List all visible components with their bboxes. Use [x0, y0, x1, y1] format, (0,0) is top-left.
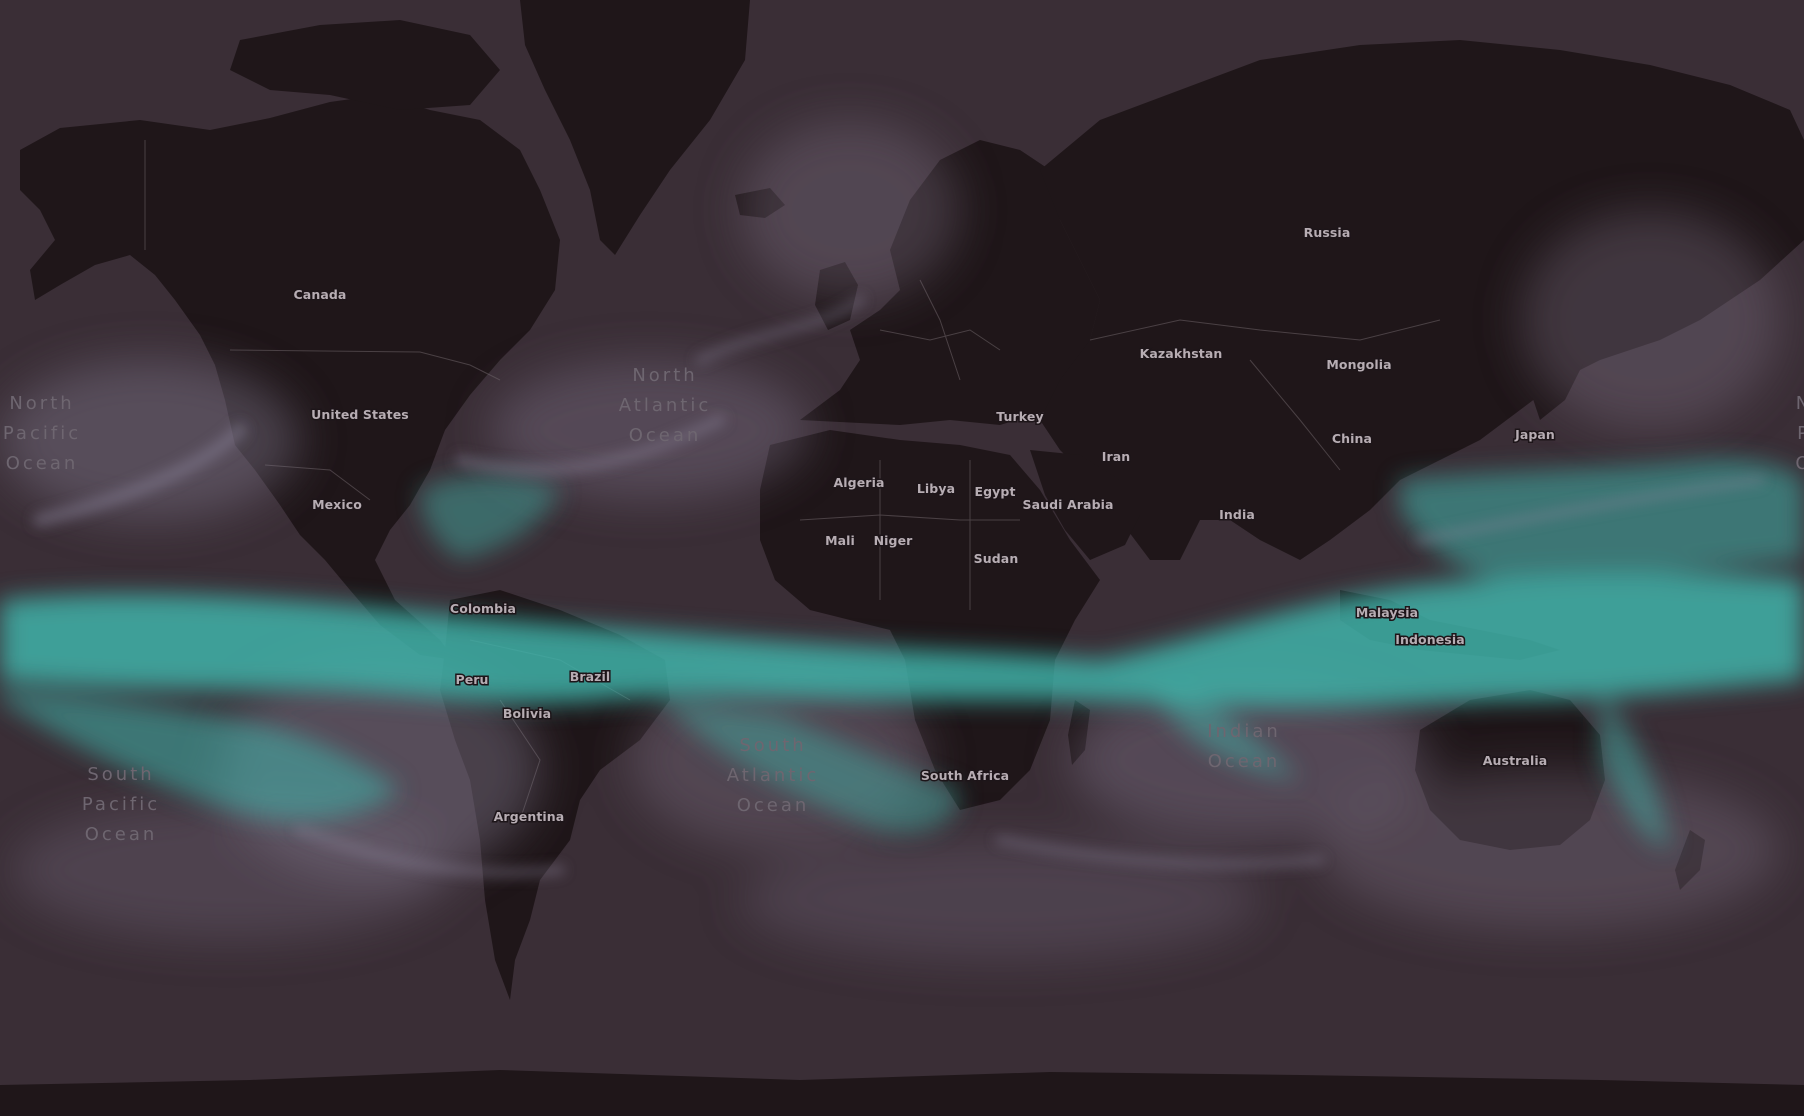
land-north-america [20, 95, 560, 660]
ocean-label-north-pacific-west: North Pacific Ocean [3, 393, 81, 474]
moisture-band [0, 459, 1804, 850]
country-label-china: China [1332, 431, 1372, 446]
moisture-band-caribbean [420, 475, 560, 560]
country-label-indonesia: Indonesia [1395, 632, 1465, 647]
cloud-swirl [0, 360, 300, 520]
country-label-niger: Niger [874, 533, 914, 548]
country-label-mexico: Mexico [312, 497, 362, 512]
moisture-band-australia [1600, 690, 1670, 850]
flow-streak [454, 414, 726, 476]
country-label-kazakhstan: Kazakhstan [1140, 346, 1223, 361]
land-europe [800, 140, 1100, 425]
ocean-label-line: South [739, 735, 806, 756]
land-antarctica [0, 1070, 1804, 1116]
moisture-band-south-atlantic [660, 700, 960, 833]
flow-streak [33, 423, 247, 527]
country-label-layer: Canada United States Mexico Colombia Peru Bra… [292, 224, 1556, 826]
flow-streaks [33, 295, 1765, 878]
country-label-japan: Japan [1514, 427, 1555, 442]
country-label-libya: Libya [917, 481, 955, 496]
flow-streak [995, 835, 1325, 869]
ocean-label-line: Ocean [629, 425, 702, 446]
country-label-saudi-arabia: Saudi Arabia [1022, 497, 1113, 512]
land-africa [760, 430, 1100, 810]
country-label-argentina: Argentina [494, 809, 565, 824]
moisture-band-indian [1150, 690, 1300, 780]
ocean-label-line: Indian [1207, 721, 1281, 742]
ocean-label-line: Atlantic [727, 765, 819, 786]
border-asia-a [1089, 319, 1441, 341]
flow-streak [1415, 475, 1765, 545]
ocean-label-line: N [1796, 393, 1804, 414]
country-label-peru: Peru [455, 672, 488, 687]
ocean-label-line: South [87, 764, 154, 785]
country-label-south-africa: South Africa [921, 768, 1009, 783]
country-label-malaysia: Malaysia [1356, 605, 1418, 620]
country-label-colombia: Colombia [450, 601, 516, 616]
country-label-india: India [1219, 507, 1255, 522]
border-africa-a [799, 514, 1020, 521]
ocean-label-line: Pacific [82, 794, 160, 815]
ocean-label-south-atlantic: South Atlantic Ocean [727, 735, 819, 816]
ocean-label-line: P [1797, 423, 1804, 444]
ocean-label-north-pacific-east: NPO [1795, 393, 1804, 474]
cloud-swirl [10, 800, 450, 940]
country-label-russia: Russia [1304, 225, 1351, 240]
country-label-united-states: United States [311, 407, 409, 422]
country-label-canada: Canada [294, 287, 347, 302]
ocean-label-line: O [1795, 453, 1804, 474]
ocean-label-line: North [9, 393, 74, 414]
cloud-swirl [740, 840, 1260, 960]
moisture-band-south-pacific [0, 690, 400, 821]
ocean-label-north-atlantic: North Atlantic Ocean [619, 365, 711, 446]
flow-streak [695, 295, 865, 365]
ocean-label-line: Ocean [6, 453, 79, 474]
moisture-band-pacific-east [1400, 459, 1804, 580]
border-europe-a [879, 329, 1001, 351]
country-label-sudan: Sudan [974, 551, 1019, 566]
cloud-swirl [1520, 210, 1780, 430]
ocean-label-line: Ocean [737, 795, 810, 816]
ocean-label-line: Ocean [1208, 751, 1281, 772]
country-label-egypt: Egypt [974, 484, 1015, 499]
flow-streak [295, 825, 565, 878]
moisture-band-main [0, 573, 1804, 708]
cloud-swirl [740, 120, 960, 300]
land-greenland [520, 0, 750, 255]
border-europe-b [919, 279, 961, 381]
country-label-iran: Iran [1102, 449, 1131, 464]
ocean-label-south-pacific: South Pacific Ocean [82, 764, 160, 845]
country-label-algeria: Algeria [834, 475, 885, 490]
country-label-mongolia: Mongolia [1326, 357, 1391, 372]
land-arctic-islands [230, 20, 500, 110]
country-label-bolivia: Bolivia [503, 706, 551, 721]
ocean-label-indian: Indian Ocean [1207, 721, 1281, 772]
land-arabia [1030, 450, 1140, 560]
ocean-label-line: North [632, 365, 697, 386]
ocean-label-line: Pacific [3, 423, 81, 444]
border-asia-b [1249, 359, 1341, 471]
country-label-turkey: Turkey [996, 409, 1043, 424]
country-label-mali: Mali [825, 533, 855, 548]
ocean-label-line: Atlantic [619, 395, 711, 416]
border-canada-usa [229, 349, 501, 381]
land-asia [1040, 40, 1804, 560]
country-label-brazil: Brazil [570, 669, 611, 684]
cloud-swirl [1320, 770, 1780, 930]
country-label-australia: Australia [1483, 753, 1548, 768]
ocean-label-line: Ocean [85, 824, 158, 845]
